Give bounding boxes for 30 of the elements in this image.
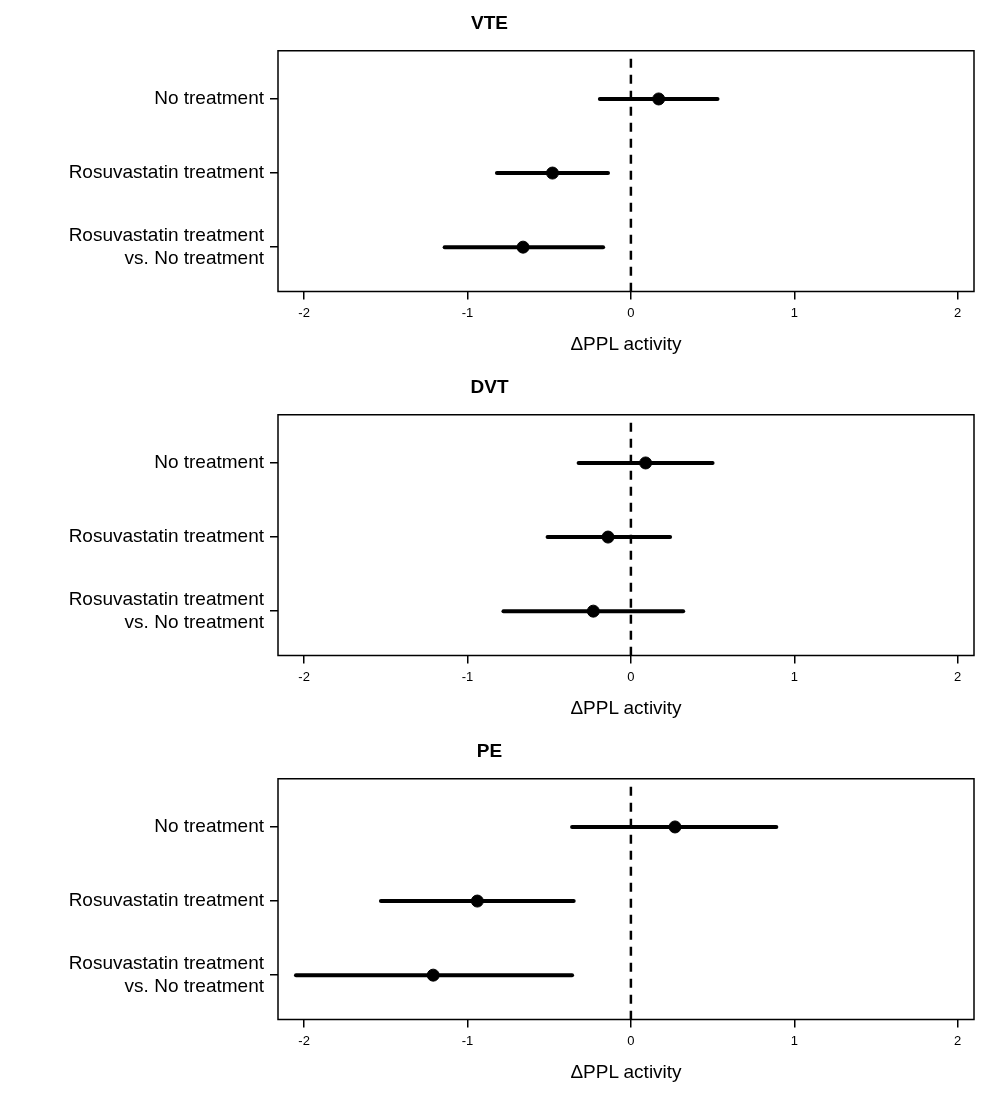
x-tick-label: 1 <box>790 1032 798 1048</box>
y-tick-label: No treatment <box>154 87 265 109</box>
x-tick-label: 2 <box>954 1032 962 1048</box>
y-tick-label: Rosuvastatin treatment <box>68 889 265 911</box>
x-axis-title: ΔPPL activity <box>570 1060 683 1082</box>
y-tick-label: Rosuvastatin treatment <box>68 161 265 183</box>
y-tick-label: Rosuvastatin treatment <box>68 525 265 547</box>
chart-title: PE <box>476 739 503 761</box>
y-tick-label: Rosuvastatin treatment vs. No treatment <box>68 951 265 996</box>
x-tick-label: 1 <box>790 668 798 684</box>
x-tick-label: 2 <box>954 304 962 320</box>
x-tick-label: -2 <box>298 1032 310 1048</box>
x-tick-label: -1 <box>461 304 474 320</box>
chart-title: DVT <box>470 375 509 397</box>
x-tick-label: -1 <box>461 668 474 684</box>
y-tick-label: Rosuvastatin treatment vs. No treatment <box>68 223 265 268</box>
x-tick-label: -2 <box>298 304 310 320</box>
x-axis-title: ΔPPL activity <box>570 332 683 354</box>
x-tick-label: -2 <box>298 668 310 684</box>
x-tick-label: 0 <box>627 668 635 684</box>
y-tick-label: No treatment <box>154 815 265 837</box>
y-tick-label: No treatment <box>154 451 265 473</box>
chart-title: VTE <box>471 11 508 33</box>
y-tick-label: Rosuvastatin treatment vs. No treatment <box>68 587 265 632</box>
x-tick-label: 2 <box>954 668 962 684</box>
x-tick-label: -1 <box>461 1032 474 1048</box>
x-tick-label: 0 <box>627 304 635 320</box>
x-tick-label: 1 <box>790 304 798 320</box>
x-axis-title: ΔPPL activity <box>570 696 683 718</box>
x-tick-label: 0 <box>627 1032 635 1048</box>
